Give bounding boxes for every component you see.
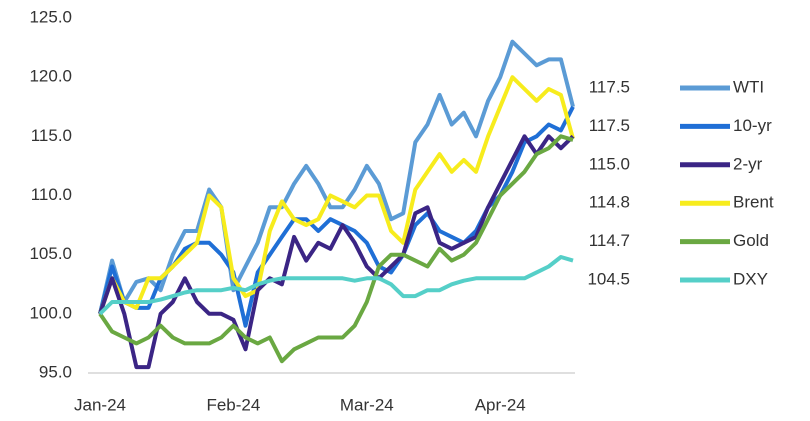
x-tick-label: Jan-24 (74, 395, 126, 414)
end-value-label: 117.5 (589, 116, 630, 135)
y-tick-label: 115.0 (31, 126, 72, 145)
legend-label: WTI (733, 77, 764, 96)
y-tick-label: 100.0 (29, 303, 72, 322)
series-line (98, 134, 574, 364)
y-tick-label: 110.0 (31, 185, 72, 204)
series-line (98, 255, 574, 316)
end-value-label: 114.8 (589, 193, 630, 212)
legend-label: Gold (733, 231, 769, 250)
end-value-label: 114.7 (589, 231, 630, 250)
x-tick-label: Apr-24 (475, 395, 526, 414)
legend-label: DXY (733, 269, 768, 288)
y-tick-label: 105.0 (29, 244, 72, 263)
end-value-label: 115.0 (589, 154, 630, 173)
legend-label: 10-yr (733, 116, 772, 135)
series-line (98, 39, 575, 315)
y-tick-label: 125.0 (29, 7, 72, 26)
series-line (98, 105, 575, 328)
y-tick-label: 95.0 (39, 362, 72, 381)
end-value-label: 104.5 (587, 269, 630, 288)
series-line (98, 134, 575, 370)
end-value-label: 117.5 (589, 77, 630, 96)
y-tick-label: 120.0 (29, 67, 72, 86)
legend-label: 2-yr (733, 154, 763, 173)
x-tick-label: Feb-24 (206, 395, 260, 414)
x-tick-label: Mar-24 (340, 395, 394, 414)
series-line (98, 75, 575, 315)
legend-label: Brent (733, 193, 774, 212)
